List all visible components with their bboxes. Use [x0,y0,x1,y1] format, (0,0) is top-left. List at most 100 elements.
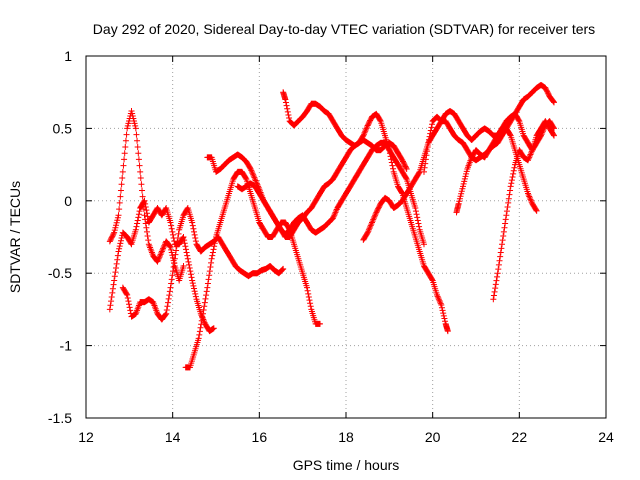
data-point [551,132,557,139]
data-point [360,131,367,138]
data-point [175,230,182,237]
data-point [494,270,501,277]
data-point [117,240,124,247]
data-point [126,304,133,311]
series-track-1 [106,108,187,284]
data-point [116,206,123,213]
data-point [192,235,199,242]
data-point [111,277,118,284]
data-point [283,102,290,109]
data-point [166,292,173,299]
data-point [133,223,140,230]
data-point [169,272,176,279]
data-point [135,156,142,163]
data-point [159,247,166,254]
data-point [204,280,211,287]
data-point [282,96,289,103]
data-point [141,197,148,204]
data-point [115,212,122,219]
data-point [330,213,337,220]
data-point [121,156,128,163]
data-point [212,237,219,244]
data-point [497,249,504,256]
data-point [492,281,499,288]
data-point [422,160,429,167]
data-point [180,234,187,240]
data-point [502,216,509,223]
data-point [191,228,198,235]
data-point [286,115,293,122]
data-point [210,246,217,253]
data-point [208,255,215,262]
data-point [169,228,176,235]
data-point [202,295,209,302]
data-point [414,214,421,221]
data-point [444,328,451,335]
chart-title: Day 292 of 2020, Sidereal Day-to-day VTE… [93,21,595,37]
data-point [127,240,134,247]
data-point [171,255,178,262]
data-point [423,152,430,159]
data-point [209,249,216,256]
data-point [211,243,218,250]
data-point [247,165,254,172]
data-point [427,127,434,134]
data-point [525,190,531,197]
data-point [425,136,432,143]
data-point [441,315,448,322]
data-point [434,293,441,300]
data-point [188,274,195,281]
data-point [168,246,175,253]
data-point [165,295,172,302]
data-point [284,108,291,115]
data-point [429,121,436,128]
data-point [440,310,447,317]
data-point [525,192,532,199]
data-point [113,265,120,272]
data-point [189,219,196,226]
data-point [366,225,373,232]
data-point [332,209,339,216]
data-point [204,284,211,291]
data-point [427,130,434,137]
data-point [367,222,374,229]
data-point [499,241,505,248]
data-point [425,139,432,146]
data-point [127,307,134,314]
data-point [121,150,128,157]
data-point [201,303,208,310]
data-point [437,299,444,306]
data-point [192,238,199,245]
data-point [500,228,507,235]
data-point [166,288,173,295]
data-point [109,289,116,296]
data-point [208,259,215,266]
data-point [510,167,517,174]
data-point [388,156,395,163]
data-point [525,157,531,164]
data-point [136,162,143,169]
data-point [195,335,202,342]
x-axis-label: GPS time / hours [293,457,400,473]
x-tick-label: 14 [165,429,181,445]
data-point [371,213,378,220]
x-tick-label: 12 [78,429,94,445]
data-point [162,311,169,318]
data-point [282,99,289,106]
data-point [525,155,532,162]
data-point [495,261,502,268]
data-point [421,168,427,175]
data-point [503,208,510,215]
data-point [109,285,116,292]
axis-tick-labels: 12 14 16 18 20 22 24 -1.5 -1 -0.5 0 0.5 1 [48,48,614,445]
data-point [509,174,516,181]
y-tick-label: -1 [60,338,73,354]
data-point [192,290,199,297]
data-point [436,297,443,304]
grid [86,56,606,418]
data-point [421,164,428,171]
data-point [115,248,122,255]
data-point [137,175,144,182]
data-point [362,126,369,133]
